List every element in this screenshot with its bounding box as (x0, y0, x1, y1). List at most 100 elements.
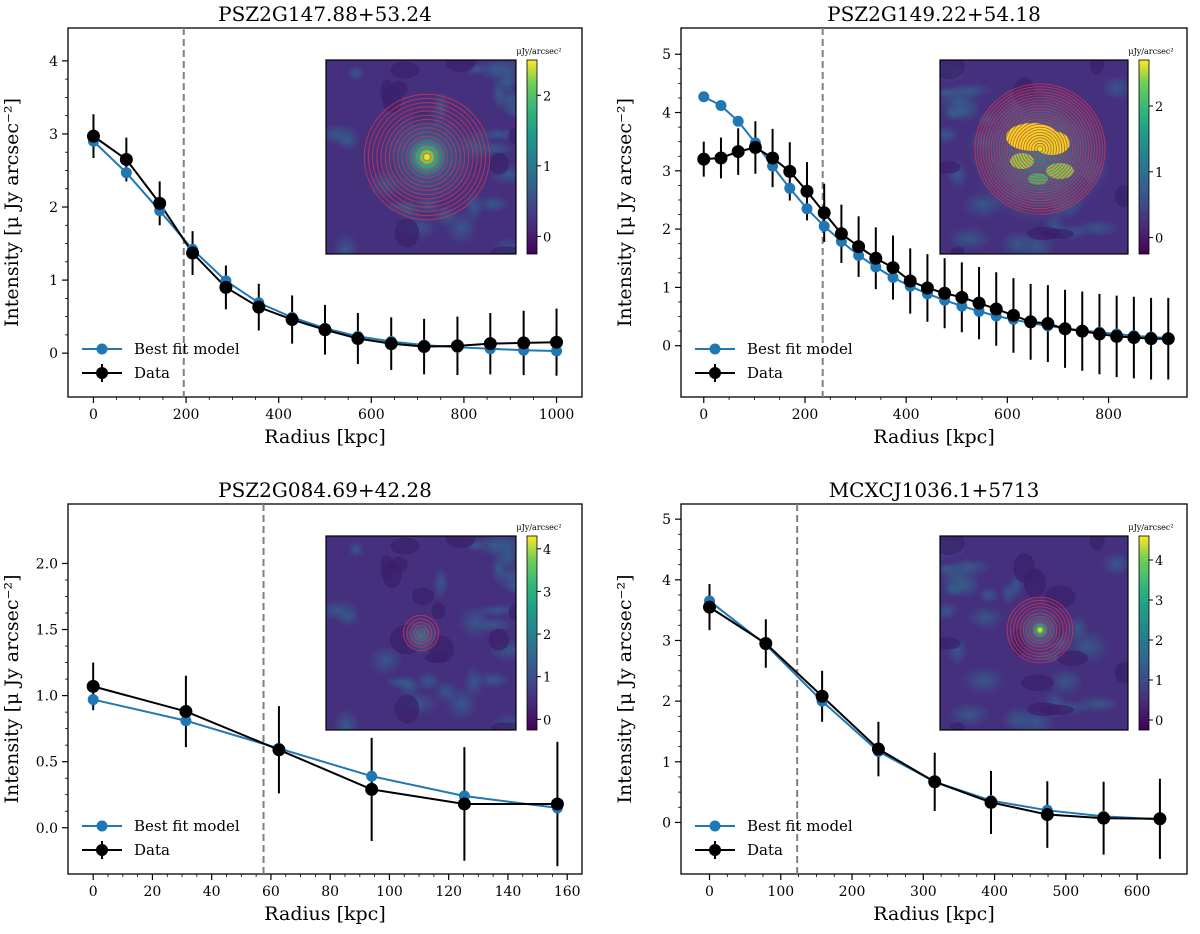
noise-dark (390, 80, 408, 97)
annulus-ring (993, 102, 1087, 196)
y-tick-label: 2 (662, 222, 671, 238)
annulus-ring (1035, 625, 1045, 635)
noise-speck (476, 671, 510, 689)
y-tick-label: 2.0 (36, 556, 58, 572)
x-tick-label: 20 (144, 884, 162, 900)
annulus-ring (1009, 599, 1071, 661)
annulus-ring (413, 625, 429, 641)
data-point (984, 795, 998, 809)
series-line-data (703, 146, 1169, 340)
noise-speck (940, 125, 960, 145)
noise-dark (1114, 185, 1128, 208)
data-point (457, 797, 471, 811)
noise-speck (1101, 75, 1128, 101)
legend-label-data: Data (747, 364, 783, 382)
annulus-ring (1006, 596, 1074, 664)
noise-speck (472, 616, 516, 633)
y-axis-label: Intensity [μ Jy arcsec⁻²] (1, 98, 23, 327)
data-point (1153, 812, 1167, 826)
noise-dark (1013, 553, 1036, 583)
noise-dark (1057, 650, 1089, 666)
annulus-ring (1016, 606, 1064, 654)
data-point (766, 151, 780, 165)
panel-bottom-right: MCXCJ1036.1+5713 0 100 200 300 400 500 600 0 1 2 3 4… (614, 478, 1188, 925)
data-point (1041, 317, 1055, 331)
x-axis-label: Radius [kpc] (873, 903, 994, 925)
model-point (801, 203, 813, 215)
annulus-ring (987, 96, 1093, 202)
model-point (732, 115, 744, 127)
colorbar-tick-label: 1 (1155, 674, 1163, 689)
data-point (550, 335, 564, 349)
y-tick-label: 1 (49, 273, 58, 289)
data-point (783, 164, 797, 178)
data-point (318, 323, 332, 337)
y-tick-label: 1.0 (36, 689, 58, 705)
annulus-ring (1013, 603, 1067, 657)
noise-speck (367, 645, 404, 676)
noise-speck (941, 581, 963, 598)
model-point (853, 249, 865, 261)
y-tick-label: 0.0 (36, 821, 58, 837)
noise-speck (946, 226, 992, 252)
data-point (759, 637, 773, 651)
noise-speck (503, 101, 516, 120)
noise-speck (940, 86, 961, 100)
data-point (1075, 324, 1089, 338)
annulus-ring (416, 628, 426, 638)
inset-frame (939, 535, 1129, 731)
data-point (815, 689, 829, 703)
noise-dark (488, 152, 510, 175)
y-tick-label: 4 (662, 106, 671, 122)
legend-label-model: Best fit model (134, 340, 240, 358)
inset-map (939, 535, 1129, 731)
data-point (1024, 315, 1038, 329)
model-point (956, 300, 968, 312)
annulus-ring (422, 152, 432, 162)
data-point (871, 742, 885, 756)
legend-label-model: Best fit model (747, 817, 853, 835)
data-point (903, 274, 917, 288)
x-tick-label: 600 (358, 407, 385, 423)
y-tick-label: 0.5 (36, 755, 58, 771)
noise-dark (445, 60, 476, 72)
model-point (551, 345, 563, 357)
colorbar-tick-label: 3 (543, 585, 551, 600)
colorbar-tick-label: 2 (543, 89, 551, 104)
inset-map (939, 59, 1129, 255)
colorbar (1138, 535, 1150, 731)
noise-dark (950, 246, 965, 254)
noise-speck (347, 541, 365, 558)
legend-label-data: Data (747, 841, 783, 859)
data-point (928, 775, 942, 789)
data-point (417, 340, 431, 354)
x-tick-label: 80 (321, 884, 339, 900)
legend-label-data: Data (134, 364, 170, 382)
noise-speck (941, 105, 963, 122)
x-axis-label: Radius [kpc] (264, 426, 385, 448)
x-tick-label: 600 (994, 407, 1021, 423)
axes-frame (67, 503, 583, 875)
panel-top-right: PSZ2G149.22+54.18 0 200 400 600 800 0 1 2 3 4 5 Radi… (614, 2, 1188, 448)
legend-marker-model (96, 820, 108, 832)
chart-title: PSZ2G149.22+54.18 (827, 2, 1041, 26)
noise-speck (463, 666, 485, 699)
x-tick-label: 400 (893, 407, 920, 423)
axes-frame (680, 503, 1188, 875)
noise-dark (490, 246, 516, 254)
emission-core (403, 618, 439, 654)
x-tick-label: 100 (376, 884, 403, 900)
annulus-ring (397, 127, 457, 187)
annulus-ring (414, 144, 440, 170)
annulus-ring (1025, 134, 1055, 164)
data-point (989, 302, 1003, 316)
annulus-ring (1019, 609, 1061, 651)
noise-speck (332, 231, 360, 254)
y-tick-label: 3 (662, 164, 671, 180)
x-axis-label: Radius [kpc] (873, 426, 994, 448)
data-point (920, 281, 934, 295)
noise-dark (950, 722, 965, 730)
x-tick-label: 200 (839, 884, 866, 900)
panel-top-left: PSZ2G147.88+53.24 0 200 400 600 800 1000 0 1 2 3 4 R… (1, 2, 583, 448)
annulus-ring (402, 614, 440, 652)
